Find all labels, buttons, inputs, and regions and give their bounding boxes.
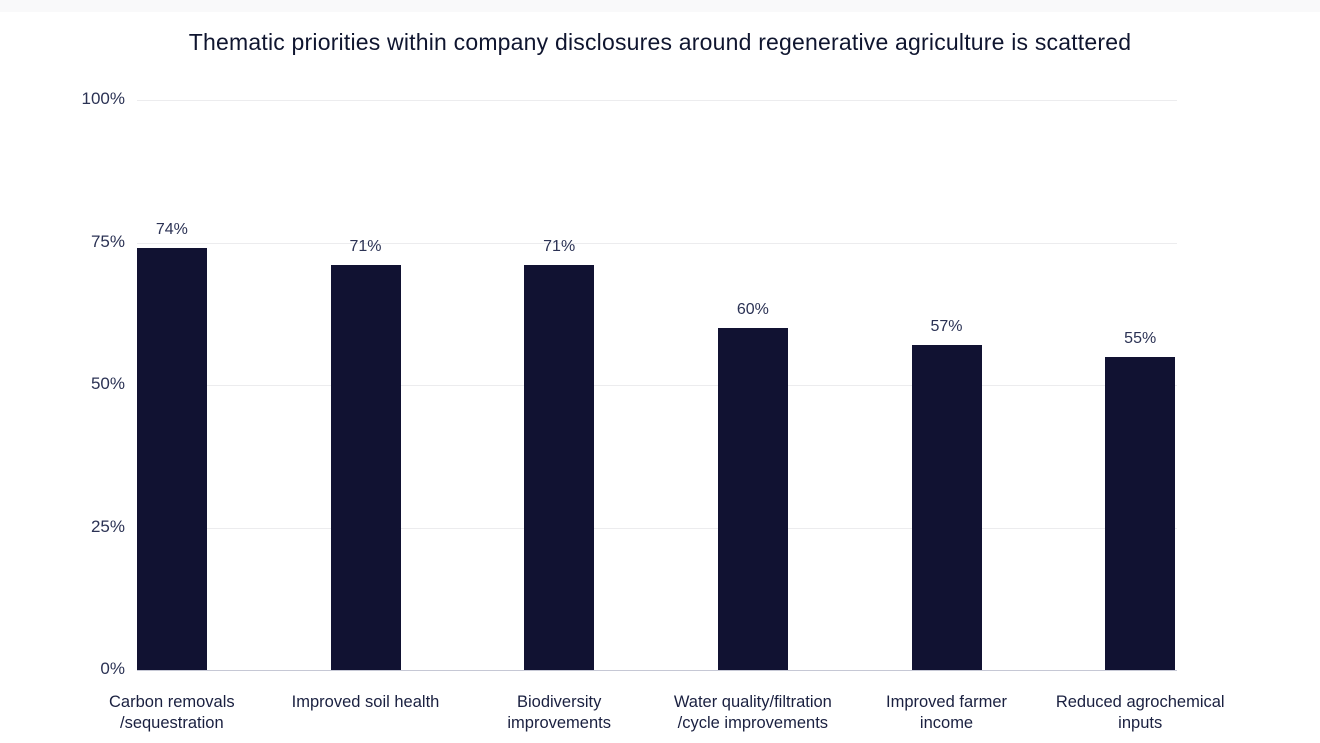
y-gridline: [137, 242, 1177, 244]
bar: [717, 328, 788, 670]
bar-column: 71%: [462, 100, 656, 670]
x-axis-category-labels: Carbon removals /sequestration Improved s…: [75, 692, 1237, 734]
y-gridline: [137, 385, 1177, 386]
category-label: Improved soil health: [291, 693, 440, 711]
chart-title: Thematic priorities within company discl…: [188, 29, 1132, 55]
bar-column: 60%: [656, 100, 850, 670]
y-gridline: [137, 100, 1177, 101]
bar: [330, 265, 401, 670]
bar-column: 55%: [1043, 100, 1237, 670]
bar-value-label: 71%: [543, 238, 576, 256]
y-tick-label: 75%: [90, 231, 125, 251]
bar-value-label: 57%: [930, 318, 963, 336]
bar: [524, 265, 595, 670]
bar-value-label: 71%: [349, 238, 382, 256]
bar-column: 57%: [850, 100, 1044, 670]
bars-area: 74% 71% 71% 60% 57% 55%: [75, 100, 1237, 670]
bar: [1105, 356, 1176, 670]
window-top-edge: [0, 0, 1320, 12]
y-tick-label: 25%: [90, 516, 125, 536]
bar: [136, 248, 207, 670]
y-tick-label: 0%: [100, 659, 125, 678]
bar-column: 74%: [75, 100, 269, 670]
y-tick-label: 100%: [81, 89, 125, 108]
x-axis-line: [137, 670, 1177, 671]
y-tick-label: 50%: [90, 374, 125, 393]
bar-value-label: 55%: [1124, 329, 1157, 347]
category-label: Reduced agrochemical inputs: [1055, 693, 1225, 732]
bar-value-label: 60%: [736, 301, 769, 318]
category-label: Carbon removals /sequestration: [109, 693, 235, 732]
y-gridline: [137, 527, 1177, 529]
bar: [911, 345, 982, 670]
category-label: Water quality/filtration /cycle improvem…: [673, 693, 832, 732]
category-label: Biodiversity improvements: [507, 693, 611, 732]
category-label: Improved farmer income: [886, 693, 1008, 732]
bar-value-label: 74%: [155, 221, 188, 239]
bar-column: 71%: [269, 100, 463, 670]
